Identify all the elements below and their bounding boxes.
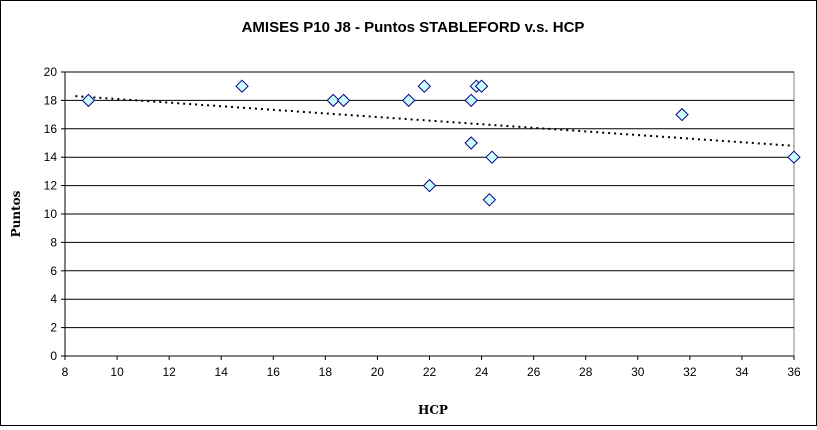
- y-tick-label: 2: [50, 321, 57, 335]
- data-point: [787, 150, 801, 164]
- x-tick-label: 34: [735, 365, 749, 379]
- x-tick-label: 24: [475, 365, 489, 379]
- x-tick-label: 10: [110, 365, 124, 379]
- data-point: [485, 150, 499, 164]
- trendline: [75, 95, 795, 147]
- y-tick-label: 12: [44, 179, 58, 193]
- x-tick-label: 8: [62, 365, 69, 379]
- x-tick-label: 16: [267, 365, 281, 379]
- y-tick-label: 14: [44, 150, 58, 164]
- x-tick-label: 36: [787, 365, 801, 379]
- trendline-line: [75, 95, 795, 147]
- y-axis-title: Puntos: [9, 190, 23, 237]
- data-point: [675, 107, 689, 122]
- chart-title: AMISES P10 J8 - Puntos STABLEFORD v.s. H…: [242, 19, 585, 36]
- x-tick-label: 12: [162, 365, 176, 379]
- data-point: [401, 93, 416, 108]
- data-point: [422, 178, 437, 193]
- data-point: [474, 79, 489, 93]
- data-points: [81, 79, 801, 207]
- data-point: [336, 93, 351, 108]
- x-tick-label: 18: [319, 365, 333, 379]
- data-point: [464, 136, 478, 150]
- y-tick-label: 6: [50, 264, 57, 278]
- x-tick-label: 30: [631, 365, 645, 379]
- y-tick-label: 4: [50, 292, 57, 306]
- data-point: [235, 79, 249, 93]
- axes: [61, 71, 795, 360]
- x-tick-label: 22: [423, 365, 437, 379]
- y-tick-label: 0: [50, 349, 57, 363]
- data-point: [464, 93, 478, 108]
- data-point: [417, 79, 431, 93]
- y-tick-label: 16: [44, 122, 58, 136]
- y-tick-label: 18: [44, 93, 58, 107]
- y-tick-label: 20: [44, 65, 58, 79]
- x-tick-label: 20: [371, 365, 385, 379]
- y-tick-labels: 0 2 4 6 8 10 12 14 16 18 20: [44, 65, 58, 363]
- x-tick-label: 14: [215, 365, 229, 379]
- x-tick-label: 32: [683, 365, 697, 379]
- x-tick-labels: 8 10 12 14 16 18 20 22 24 26 28 30 32 34 36: [62, 365, 801, 379]
- data-point: [326, 93, 340, 108]
- y-tick-label: 10: [44, 207, 58, 221]
- x-tick-label: 26: [527, 365, 541, 379]
- y-tick-label: 8: [50, 235, 57, 249]
- x-tick-label: 28: [579, 365, 593, 379]
- x-axis-title: HCP: [418, 403, 448, 417]
- data-point: [482, 193, 497, 207]
- data-point: [81, 93, 96, 108]
